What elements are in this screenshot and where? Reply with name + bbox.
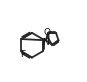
Text: O: O — [44, 28, 51, 37]
Text: F: F — [21, 50, 26, 59]
Text: N: N — [42, 38, 49, 47]
